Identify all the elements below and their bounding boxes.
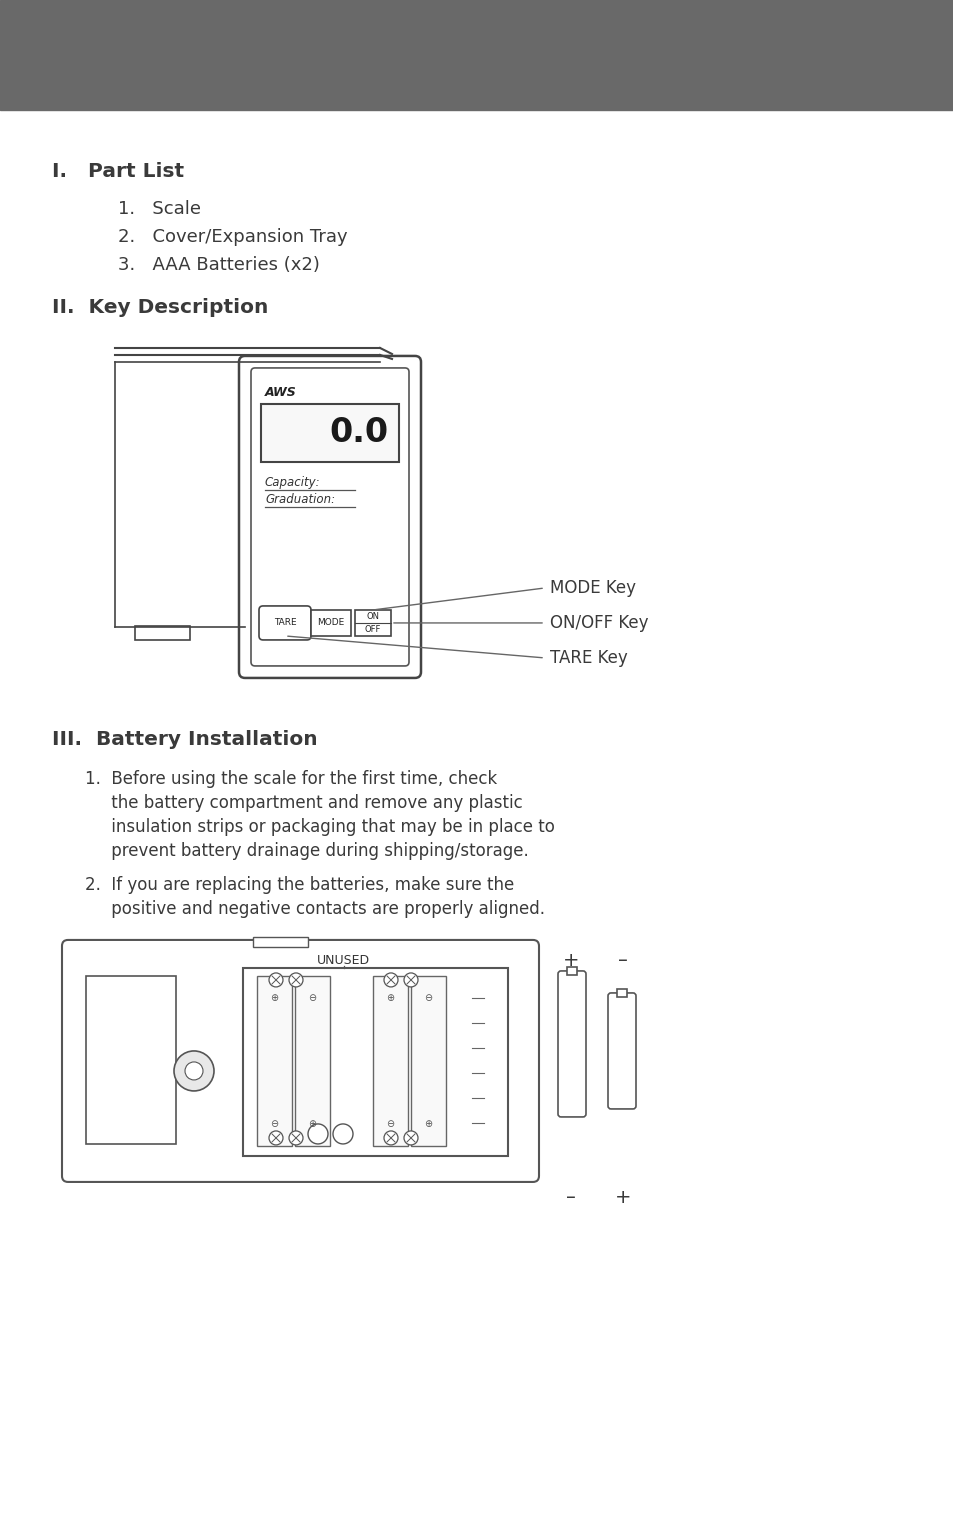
FancyBboxPatch shape (607, 993, 636, 1109)
FancyBboxPatch shape (558, 971, 585, 1116)
Text: 2.  If you are replacing the batteries, make sure the: 2. If you are replacing the batteries, m… (85, 876, 514, 893)
Circle shape (269, 973, 283, 986)
Bar (373, 976, 408, 1145)
Bar (411, 976, 446, 1145)
Circle shape (333, 1124, 353, 1144)
Circle shape (403, 973, 417, 986)
Bar (256, 976, 292, 1145)
Bar (135, 626, 190, 640)
Text: prevent battery drainage during shipping/storage.: prevent battery drainage during shipping… (85, 841, 528, 860)
FancyBboxPatch shape (62, 941, 538, 1182)
FancyBboxPatch shape (251, 368, 409, 666)
Circle shape (289, 1132, 303, 1145)
Text: –: – (565, 1188, 576, 1206)
FancyBboxPatch shape (239, 356, 420, 678)
FancyBboxPatch shape (258, 606, 311, 640)
Bar (566, 967, 577, 974)
Bar (294, 976, 330, 1145)
Bar (617, 989, 626, 997)
Text: Graduation:: Graduation: (265, 493, 335, 505)
Circle shape (289, 973, 303, 986)
Circle shape (185, 1061, 203, 1080)
Circle shape (403, 1132, 417, 1145)
Text: ⊖: ⊖ (386, 1119, 394, 1128)
Text: positive and negative contacts are properly aligned.: positive and negative contacts are prope… (85, 899, 544, 918)
Text: ON: ON (366, 612, 379, 621)
Text: ON/OFF Key: ON/OFF Key (550, 614, 648, 632)
Text: ⊕: ⊕ (308, 1119, 315, 1128)
Text: insulation strips or packaging that may be in place to: insulation strips or packaging that may … (85, 818, 555, 835)
Text: TARE: TARE (274, 618, 296, 628)
Text: I.   Part List: I. Part List (52, 162, 184, 180)
Text: II.  Key Description: II. Key Description (52, 298, 268, 318)
Text: OFF: OFF (364, 625, 381, 634)
Text: TARE Key: TARE Key (550, 649, 627, 667)
Text: 3.   AAA Batteries (x2): 3. AAA Batteries (x2) (118, 257, 319, 273)
Text: –: – (618, 951, 627, 970)
Circle shape (269, 1132, 283, 1145)
Circle shape (308, 1124, 328, 1144)
Text: 2.   Cover/Expansion Tray: 2. Cover/Expansion Tray (118, 228, 347, 246)
Text: ⊖: ⊖ (308, 993, 315, 1003)
Text: MODE Key: MODE Key (550, 579, 636, 597)
Text: ⊕: ⊕ (386, 993, 394, 1003)
Circle shape (173, 1051, 213, 1090)
Bar (86, 976, 175, 1144)
Bar (355, 609, 391, 635)
Text: the battery compartment and remove any plastic: the battery compartment and remove any p… (85, 794, 522, 812)
Text: ⊕: ⊕ (270, 993, 277, 1003)
Text: 1.  Before using the scale for the first time, check: 1. Before using the scale for the first … (85, 770, 497, 788)
Circle shape (384, 973, 397, 986)
Bar (261, 405, 398, 463)
Text: 1.   Scale: 1. Scale (118, 200, 201, 218)
Text: Capacity:: Capacity: (265, 476, 320, 489)
Text: UNUSED: UNUSED (316, 954, 370, 967)
Circle shape (384, 1132, 397, 1145)
Text: ⊖: ⊖ (423, 993, 432, 1003)
Text: III.  Battery Installation: III. Battery Installation (52, 730, 317, 748)
Text: 0.0: 0.0 (330, 417, 389, 449)
Bar (0, 0, 953, 110)
Text: +: + (614, 1188, 631, 1206)
Bar (253, 938, 308, 947)
Text: AWS: AWS (265, 386, 296, 399)
Text: MODE: MODE (317, 618, 344, 628)
Text: ⊕: ⊕ (423, 1119, 432, 1128)
Text: ⊖: ⊖ (270, 1119, 277, 1128)
Text: +: + (562, 951, 578, 970)
Bar (311, 609, 351, 635)
Bar (243, 968, 507, 1156)
